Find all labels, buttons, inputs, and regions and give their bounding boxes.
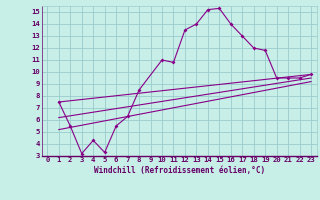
X-axis label: Windchill (Refroidissement éolien,°C): Windchill (Refroidissement éolien,°C) [94, 166, 265, 175]
